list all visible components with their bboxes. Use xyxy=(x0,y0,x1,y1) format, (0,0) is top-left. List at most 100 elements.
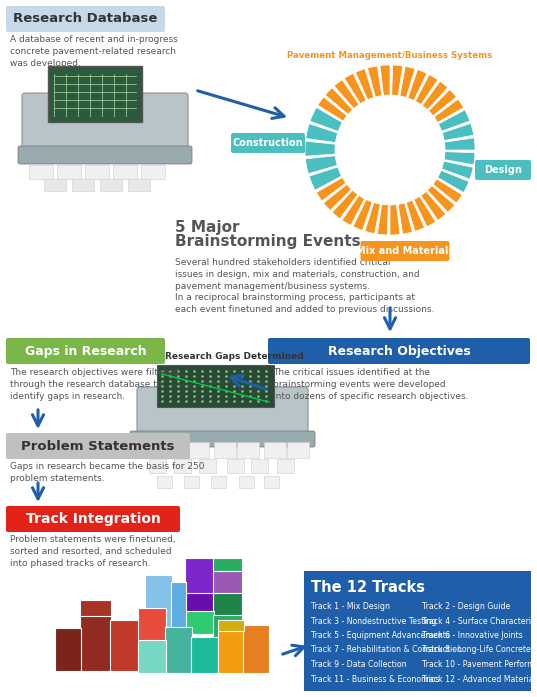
Text: Construction: Construction xyxy=(233,138,303,148)
Wedge shape xyxy=(342,195,365,225)
FancyBboxPatch shape xyxy=(6,433,190,459)
FancyBboxPatch shape xyxy=(239,476,254,488)
FancyBboxPatch shape xyxy=(191,636,217,673)
Wedge shape xyxy=(306,155,337,174)
FancyBboxPatch shape xyxy=(174,459,191,473)
FancyBboxPatch shape xyxy=(29,165,53,179)
FancyBboxPatch shape xyxy=(185,611,214,634)
Wedge shape xyxy=(439,110,470,131)
Text: Problem statements were finetuned,
sorted and resorted, and scheduled
into phase: Problem statements were finetuned, sorte… xyxy=(10,535,176,567)
FancyBboxPatch shape xyxy=(149,459,166,473)
FancyBboxPatch shape xyxy=(110,620,139,671)
FancyBboxPatch shape xyxy=(268,338,530,364)
Wedge shape xyxy=(438,171,469,192)
Wedge shape xyxy=(334,79,359,109)
FancyBboxPatch shape xyxy=(157,365,274,407)
Text: Track 9 - Data Collection: Track 9 - Data Collection xyxy=(311,660,407,669)
FancyBboxPatch shape xyxy=(171,581,185,627)
Text: Track 3 - Nondestructive Testing: Track 3 - Nondestructive Testing xyxy=(311,617,437,625)
Text: Track Integration: Track Integration xyxy=(26,512,161,526)
FancyBboxPatch shape xyxy=(54,627,81,671)
Text: Track 2 - Design Guide: Track 2 - Design Guide xyxy=(422,602,510,611)
FancyBboxPatch shape xyxy=(184,476,199,488)
FancyBboxPatch shape xyxy=(44,179,66,191)
Text: 5 Major: 5 Major xyxy=(175,220,240,235)
FancyBboxPatch shape xyxy=(6,506,180,532)
Wedge shape xyxy=(332,190,358,219)
Wedge shape xyxy=(306,124,338,142)
Wedge shape xyxy=(445,138,475,150)
FancyBboxPatch shape xyxy=(264,442,286,458)
Wedge shape xyxy=(378,204,388,235)
Wedge shape xyxy=(421,192,446,220)
Text: Mix and Materials: Mix and Materials xyxy=(356,246,454,256)
Text: Track 7 - Rehabilitation & Construction: Track 7 - Rehabilitation & Construction xyxy=(311,645,462,654)
Text: Track 8 - Long-Life Concrete: Track 8 - Long-Life Concrete xyxy=(422,645,530,654)
FancyBboxPatch shape xyxy=(237,442,259,458)
Text: Track 11 - Business & Economics: Track 11 - Business & Economics xyxy=(311,675,439,684)
Text: Gaps in research became the basis for 250
problem statements.: Gaps in research became the basis for 25… xyxy=(10,462,205,483)
FancyBboxPatch shape xyxy=(137,640,165,673)
Wedge shape xyxy=(318,97,347,121)
Text: Problem Statements: Problem Statements xyxy=(21,440,175,452)
FancyBboxPatch shape xyxy=(187,442,209,458)
FancyBboxPatch shape xyxy=(22,93,188,153)
FancyBboxPatch shape xyxy=(199,459,216,473)
FancyBboxPatch shape xyxy=(251,459,268,473)
FancyBboxPatch shape xyxy=(113,165,137,179)
Text: Gaps in Research: Gaps in Research xyxy=(25,344,146,358)
Wedge shape xyxy=(429,89,456,116)
Wedge shape xyxy=(365,203,380,233)
Wedge shape xyxy=(406,200,424,231)
Wedge shape xyxy=(400,66,415,98)
Text: Track 12 - Advanced Materials: Track 12 - Advanced Materials xyxy=(422,675,537,684)
Wedge shape xyxy=(310,107,343,131)
FancyBboxPatch shape xyxy=(231,133,305,153)
Wedge shape xyxy=(316,178,346,201)
FancyBboxPatch shape xyxy=(214,442,236,458)
Text: Pavement Management/Business Systems: Pavement Management/Business Systems xyxy=(287,51,492,60)
FancyBboxPatch shape xyxy=(85,165,109,179)
Text: The 12 Tracks: The 12 Tracks xyxy=(311,580,425,595)
Text: Track 4 - Surface Characteristics: Track 4 - Surface Characteristics xyxy=(422,617,537,625)
FancyBboxPatch shape xyxy=(57,165,81,179)
FancyBboxPatch shape xyxy=(130,431,315,447)
FancyBboxPatch shape xyxy=(277,459,294,473)
Wedge shape xyxy=(408,70,427,100)
Wedge shape xyxy=(423,82,448,109)
FancyBboxPatch shape xyxy=(18,146,192,164)
Wedge shape xyxy=(380,65,390,95)
Wedge shape xyxy=(391,65,403,95)
FancyBboxPatch shape xyxy=(185,592,214,611)
Wedge shape xyxy=(353,199,372,231)
Text: Research Database: Research Database xyxy=(13,13,158,26)
FancyBboxPatch shape xyxy=(141,165,165,179)
Wedge shape xyxy=(390,205,400,235)
FancyBboxPatch shape xyxy=(185,558,214,594)
FancyBboxPatch shape xyxy=(213,592,242,615)
Wedge shape xyxy=(398,203,412,234)
Wedge shape xyxy=(434,99,463,123)
Wedge shape xyxy=(442,161,473,179)
FancyBboxPatch shape xyxy=(243,625,268,673)
Wedge shape xyxy=(355,69,374,100)
FancyBboxPatch shape xyxy=(79,615,111,671)
FancyBboxPatch shape xyxy=(137,387,308,438)
Wedge shape xyxy=(442,123,474,141)
FancyBboxPatch shape xyxy=(264,476,279,488)
Text: Track 1 - Mix Design: Track 1 - Mix Design xyxy=(311,602,390,611)
Wedge shape xyxy=(367,66,382,97)
FancyBboxPatch shape xyxy=(141,442,163,458)
Text: Brainstorming Events: Brainstorming Events xyxy=(175,234,361,249)
FancyBboxPatch shape xyxy=(157,476,172,488)
Text: Track 10 - Pavement Performance: Track 10 - Pavement Performance xyxy=(422,660,537,669)
FancyBboxPatch shape xyxy=(227,459,244,473)
FancyBboxPatch shape xyxy=(144,574,171,627)
Text: Research Gaps Determined: Research Gaps Determined xyxy=(165,352,303,361)
FancyBboxPatch shape xyxy=(128,179,150,191)
FancyBboxPatch shape xyxy=(6,338,165,364)
Wedge shape xyxy=(414,197,436,227)
Text: The critical issues identified at the
brainstorming events were developed
into d: The critical issues identified at the br… xyxy=(273,368,468,401)
FancyBboxPatch shape xyxy=(100,179,122,191)
Wedge shape xyxy=(427,185,455,213)
